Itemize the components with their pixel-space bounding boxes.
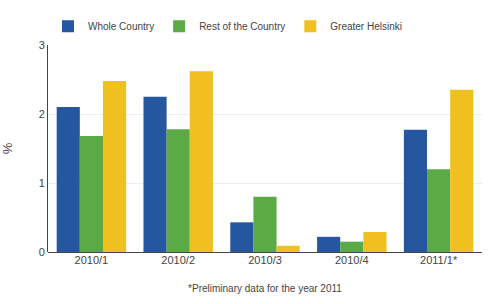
svg-text:2010/3: 2010/3 — [248, 254, 282, 266]
svg-text:Greater Helsinki: Greater Helsinki — [330, 21, 402, 32]
svg-text:1: 1 — [39, 177, 45, 189]
svg-text:Rest of the Country: Rest of the Country — [199, 21, 285, 32]
svg-text:0: 0 — [39, 246, 45, 258]
svg-text:2010/2: 2010/2 — [161, 254, 195, 266]
svg-text:2: 2 — [39, 108, 45, 120]
svg-text:2010/4: 2010/4 — [335, 254, 369, 266]
svg-text:2010/1: 2010/1 — [75, 254, 109, 266]
svg-text:2011/1*: 2011/1* — [420, 254, 458, 266]
svg-text:*Preliminary data for the year: *Preliminary data for the year 2011 — [188, 283, 342, 294]
svg-text:3: 3 — [39, 39, 45, 51]
svg-text:Whole Country: Whole Country — [88, 21, 154, 32]
svg-text:%: % — [0, 142, 15, 154]
